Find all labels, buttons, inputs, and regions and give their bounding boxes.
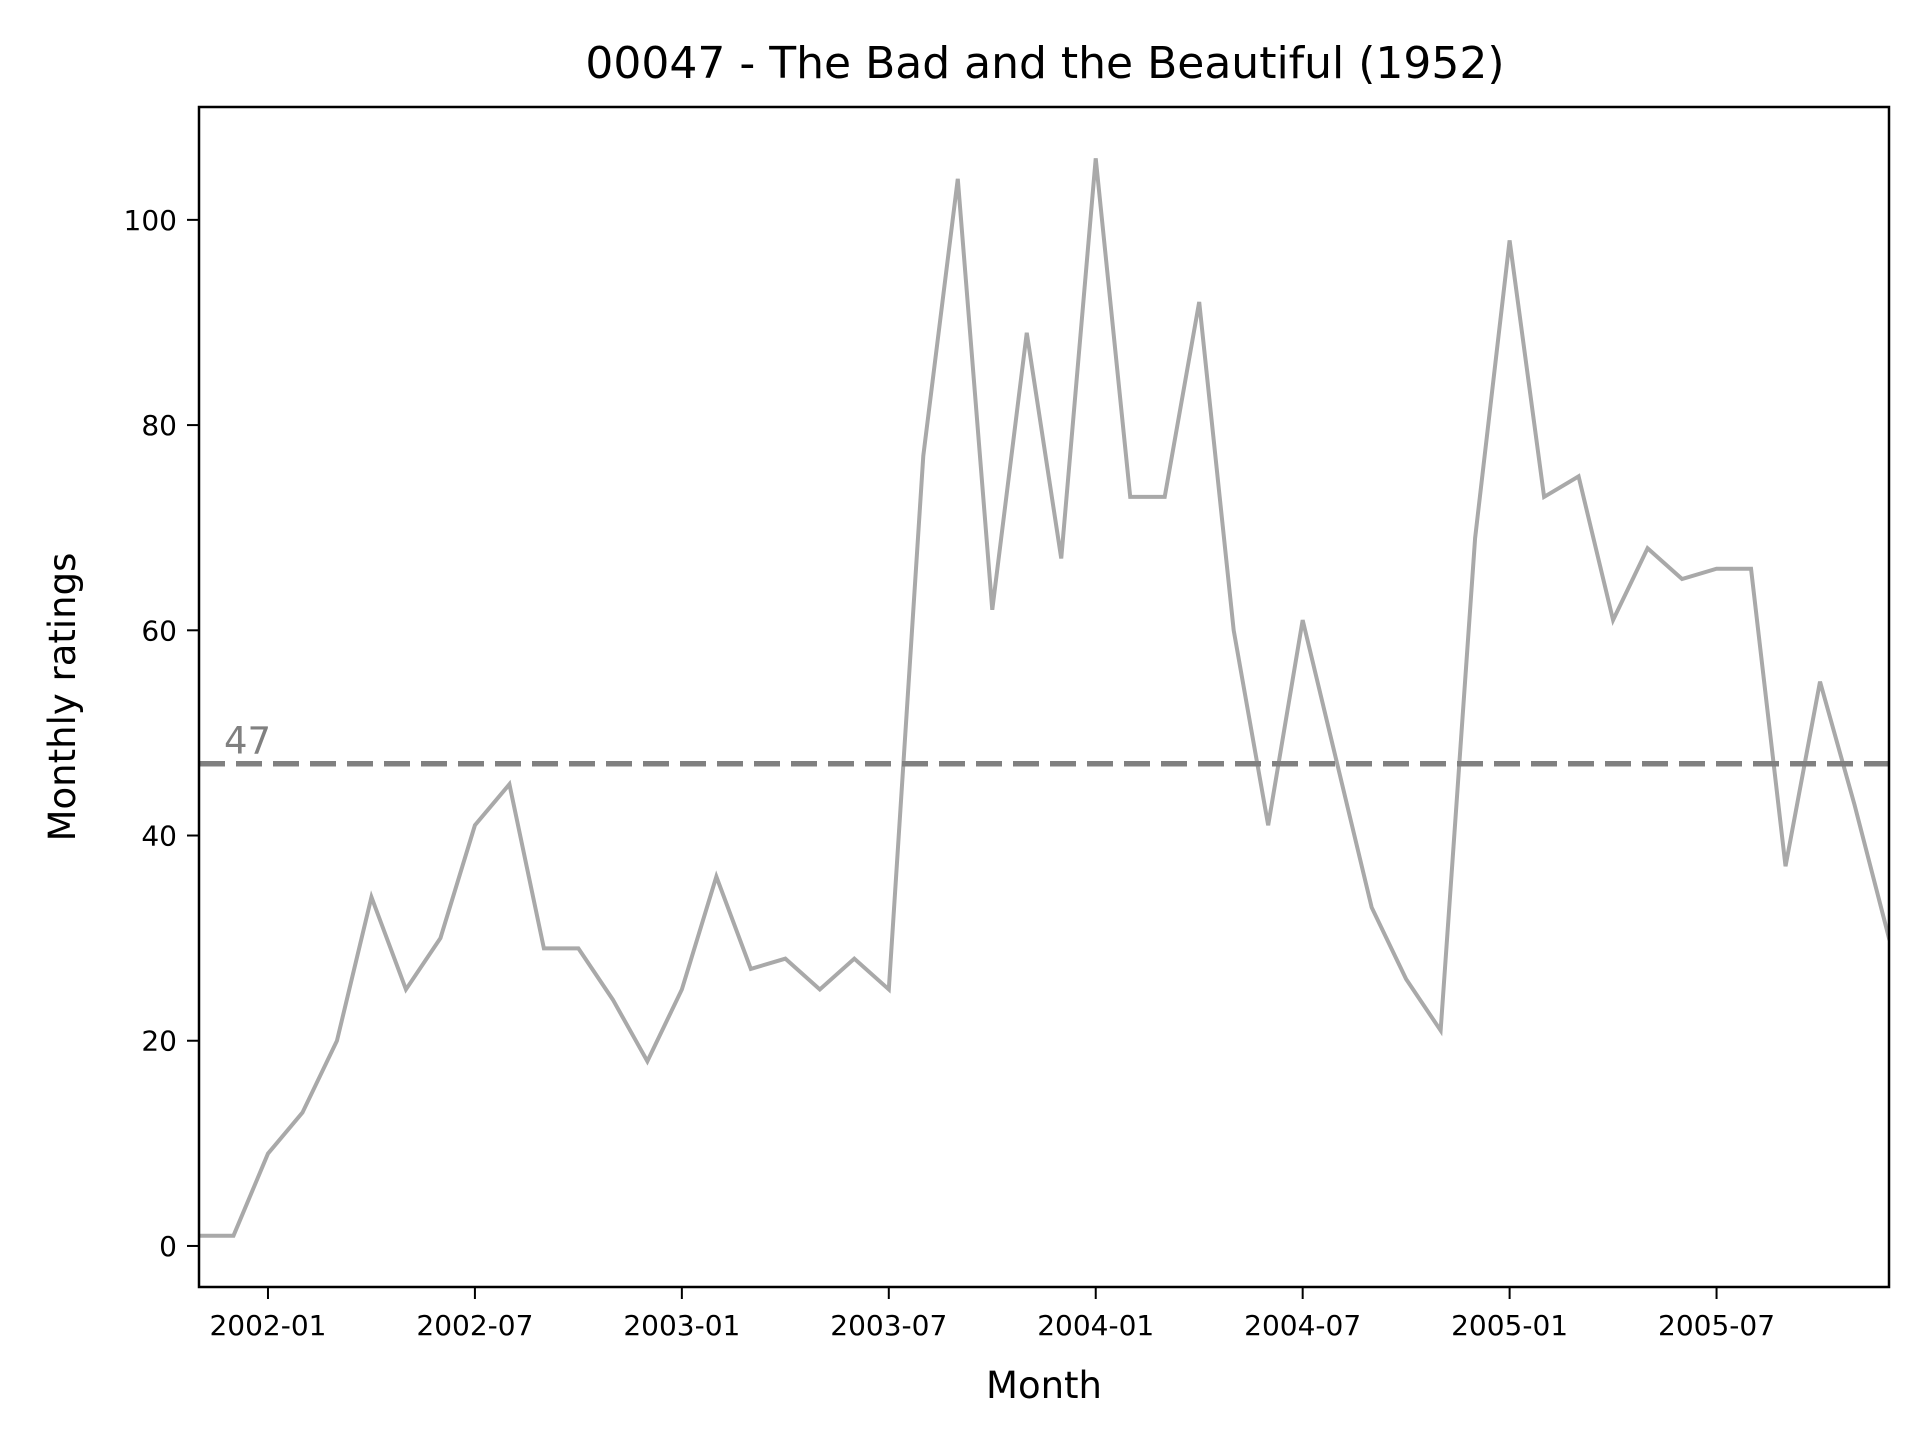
x-tick-label: 2005-07 xyxy=(1658,1309,1775,1342)
x-axis: 2002-01 2002-07 2003-01 2003-07 2004-01 2004-… xyxy=(209,1287,1775,1342)
y-tick-label: 40 xyxy=(141,820,177,853)
y-tick-label: 20 xyxy=(141,1025,177,1058)
chart-title: 00047 - The Bad and the Beautiful (1952) xyxy=(585,38,1504,89)
y-tick-label: 100 xyxy=(124,204,177,237)
plot-frame xyxy=(197,105,1891,1289)
x-tick-label: 2004-01 xyxy=(1037,1309,1154,1342)
series-line-0 xyxy=(199,158,1889,1238)
y-tick-label: 0 xyxy=(159,1230,177,1263)
y-tick-label: 80 xyxy=(141,409,177,442)
mean-line-label: 47 xyxy=(224,720,271,763)
plot-area xyxy=(199,158,1889,1238)
x-tick-label: 2002-07 xyxy=(416,1309,533,1342)
x-tick-label: 2003-01 xyxy=(623,1309,740,1342)
y-tick-label: 60 xyxy=(141,614,177,647)
x-tick-label: 2003-07 xyxy=(830,1309,947,1342)
x-tick-label: 2005-01 xyxy=(1451,1309,1568,1342)
x-axis-label: Month xyxy=(986,1364,1102,1407)
y-axis-label: Monthly ratings xyxy=(41,553,84,842)
data-layer xyxy=(199,158,1889,1238)
x-tick-label: 2002-01 xyxy=(209,1309,326,1342)
y-axis: 0 20 40 60 80 100 xyxy=(124,204,199,1263)
x-tick-label: 2004-07 xyxy=(1244,1309,1361,1342)
